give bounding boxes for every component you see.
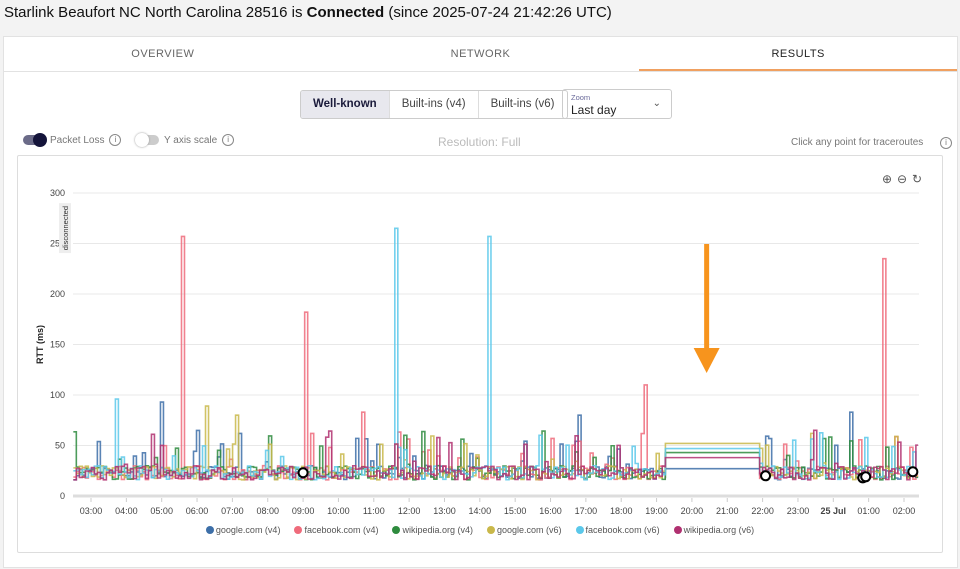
annotation-arrow-head <box>693 348 720 373</box>
x-tick-label: 18:00 <box>610 506 633 516</box>
x-tick-label: 16:00 <box>539 506 562 516</box>
x-tick-label: 04:00 <box>115 506 138 516</box>
tab-results[interactable]: RESULTS <box>639 37 958 71</box>
legend-item[interactable]: google.com (v6) <box>487 525 562 535</box>
x-tick-label: 14:00 <box>469 506 492 516</box>
x-tick-label: 13:00 <box>433 506 456 516</box>
rtt-chart: 0 50 100 150 200 250 300 03:00 04:00 05:00 06:00 07… <box>17 155 943 553</box>
zoom-in-icon[interactable]: ⊕ <box>882 172 892 186</box>
legend-label: google.com (v4) <box>215 525 281 535</box>
x-tick-label: 23:00 <box>787 506 810 516</box>
y-axis-scale-label: Y axis scale <box>164 134 218 146</box>
x-tick-label: 08:00 <box>256 506 279 516</box>
disconnected-band <box>59 203 71 254</box>
legend-label: facebook.com (v4) <box>304 525 379 535</box>
legend-dot <box>673 526 682 534</box>
legend-dot <box>205 526 214 534</box>
x-tick-label: 25 Jul <box>821 506 847 516</box>
y-tick-label: 300 <box>50 188 65 198</box>
packet-loss-control: Packet Loss i <box>23 133 122 147</box>
legend-label: wikipedia.org (v6) <box>683 525 755 535</box>
x-tick-label: 17:00 <box>575 506 598 516</box>
x-tick-label: 06:00 <box>186 506 209 516</box>
x-tick-label: 22:00 <box>751 506 774 516</box>
series-line <box>73 429 919 481</box>
legend-label: facebook.com (v6) <box>585 525 660 535</box>
info-icon[interactable]: i <box>939 137 952 149</box>
zoom-out-icon[interactable]: ⊖ <box>897 172 907 186</box>
x-tick-label: 19:00 <box>645 506 668 516</box>
traceroute-hint: Click any point for traceroutes i <box>791 137 952 149</box>
y-axis-scale-control: Y axis scale i <box>135 133 235 147</box>
connection-status: Connected <box>306 4 385 21</box>
y-tick-label: 0 <box>60 491 65 501</box>
x-tick-label: 07:00 <box>221 506 244 516</box>
info-icon[interactable]: i <box>222 134 235 146</box>
x-tick-label: 02:00 <box>893 506 916 516</box>
target-group-selector: Well-known Built-ins (v4) Built-ins (v6) <box>300 90 568 119</box>
tab-network[interactable]: NETWORK <box>450 48 511 60</box>
packet-loss-label: Packet Loss <box>50 134 105 146</box>
info-icon[interactable]: i <box>109 134 122 146</box>
results-panel: OVERVIEW NETWORK RESULTS Well-known Buil… <box>3 36 958 568</box>
x-tick-label: 03:00 <box>80 506 103 516</box>
resolution-label: Resolution: Full <box>438 135 521 149</box>
y-tick-label: 100 <box>50 390 65 400</box>
zoom-value: Last day <box>571 103 617 117</box>
legend-item[interactable]: facebook.com (v6) <box>575 525 660 535</box>
x-tick-label: 15:00 <box>504 506 527 516</box>
x-tick-label: 09:00 <box>292 506 315 516</box>
packet-loss-marker[interactable] <box>907 466 919 478</box>
legend-dot <box>575 526 584 534</box>
legend-label: wikipedia.org (v4) <box>402 525 473 535</box>
packet-loss-marker[interactable] <box>297 467 309 479</box>
legend-item[interactable]: wikipedia.org (v6) <box>673 525 755 535</box>
y-tick-label: 250 <box>50 239 65 249</box>
packet-loss-marker[interactable] <box>860 471 872 483</box>
y-tick-label: 150 <box>50 340 65 350</box>
legend-dot <box>392 526 401 534</box>
legend-label: google.com (v6) <box>497 525 562 535</box>
tab-bar: OVERVIEW NETWORK RESULTS <box>4 37 958 72</box>
y-tick-label: 200 <box>50 289 65 299</box>
disconnected-label: disconnected <box>61 206 70 250</box>
y-axis-label: RTT (ms) <box>35 325 45 364</box>
builtins-v4-button[interactable]: Built-ins (v4) <box>388 91 478 118</box>
y-tick-label: 50 <box>55 441 65 451</box>
x-tick-label: 10:00 <box>327 506 350 516</box>
zoom-label: Zoom <box>571 93 591 102</box>
legend-item[interactable]: google.com (v4) <box>205 525 281 535</box>
tab-overview[interactable]: OVERVIEW <box>131 48 195 60</box>
x-tick-label: 01:00 <box>857 506 880 516</box>
chart-legend: google.com (v4) facebook.com (v4) wikipedi… <box>18 525 942 535</box>
zoom-select[interactable]: Zoom Last day ⌄ <box>562 89 672 119</box>
rtt-chart-svg[interactable]: 0 50 100 150 200 250 300 03:00 04:00 05:00 06:00 07… <box>18 156 942 552</box>
x-tick-label: 21:00 <box>716 506 739 516</box>
y-axis-scale-toggle[interactable] <box>135 133 159 147</box>
connection-title: Starlink Beaufort NC North Carolina 2851… <box>4 4 612 21</box>
x-tick-label: 05:00 <box>150 506 173 516</box>
well-known-button[interactable]: Well-known <box>301 91 389 118</box>
packet-loss-marker[interactable] <box>760 470 772 482</box>
reset-zoom-icon[interactable]: ↻ <box>912 172 922 186</box>
packet-loss-toggle[interactable] <box>23 133 47 147</box>
builtins-v6-button[interactable]: Built-ins (v6) <box>477 91 567 118</box>
x-tick-label: 20:00 <box>681 506 704 516</box>
chevron-down-icon: ⌄ <box>652 98 661 109</box>
legend-item[interactable]: facebook.com (v4) <box>294 525 378 535</box>
x-tick-label: 11:00 <box>363 506 385 516</box>
x-tick-label: 12:00 <box>398 506 421 516</box>
legend-dot <box>487 526 495 534</box>
legend-item[interactable]: wikipedia.org (v4) <box>392 525 473 535</box>
legend-dot <box>294 526 303 534</box>
